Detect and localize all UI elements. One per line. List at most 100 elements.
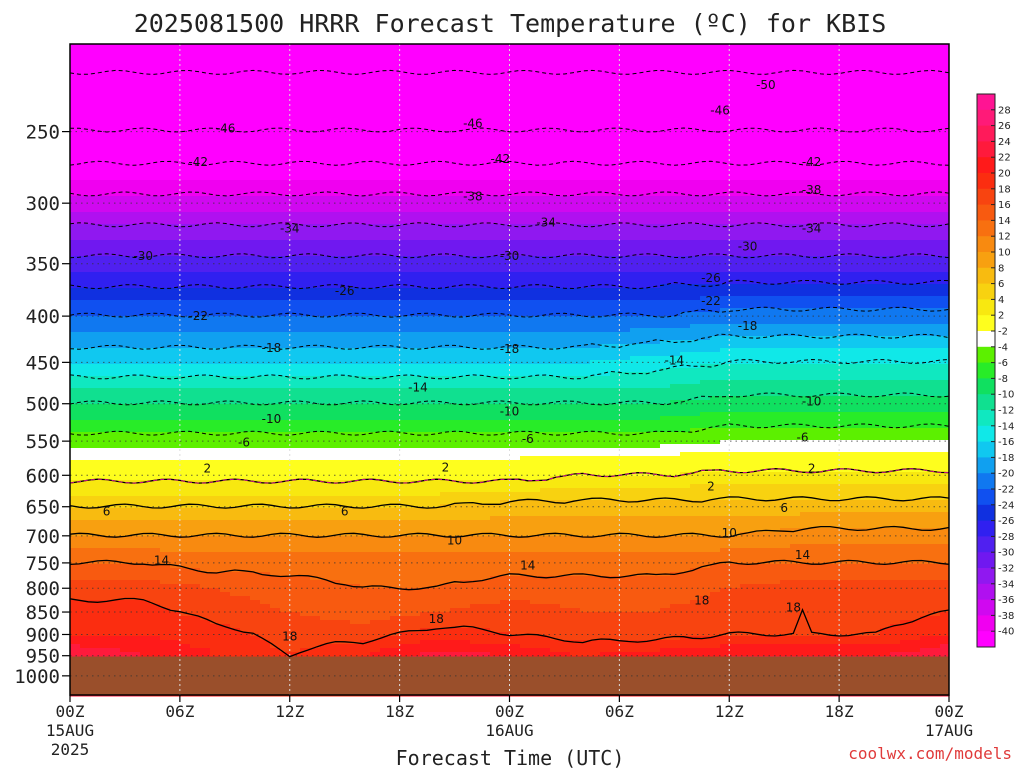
field-cell — [330, 452, 341, 457]
field-cell — [310, 320, 321, 325]
field-cell — [190, 104, 201, 109]
field-cell — [100, 444, 111, 449]
field-cell — [90, 468, 101, 473]
field-cell — [120, 512, 131, 517]
field-cell — [280, 136, 291, 141]
field-cell — [280, 44, 291, 49]
field-cell — [330, 280, 341, 285]
field-cell — [240, 128, 251, 133]
field-cell — [340, 184, 351, 189]
field-cell — [340, 456, 351, 461]
field-cell — [100, 432, 111, 437]
field-cell — [250, 556, 261, 561]
field-cell — [350, 312, 361, 317]
field-cell — [170, 584, 181, 589]
field-cell — [100, 636, 111, 641]
field-cell — [370, 348, 381, 353]
field-cell — [360, 560, 371, 565]
field-cell — [110, 128, 121, 133]
field-cell — [280, 428, 291, 433]
field-cell — [140, 356, 151, 361]
field-cell — [350, 400, 361, 405]
field-cell — [110, 620, 121, 625]
field-cell — [300, 84, 311, 89]
field-cell — [130, 364, 141, 369]
field-cell — [90, 156, 101, 161]
field-cell — [280, 552, 291, 557]
field-cell — [320, 444, 331, 449]
field-cell — [210, 356, 221, 361]
field-cell — [340, 580, 351, 585]
field-cell — [260, 312, 271, 317]
field-cell — [370, 284, 381, 289]
field-cell — [310, 144, 321, 149]
field-cell — [320, 588, 331, 593]
field-cell — [230, 196, 241, 201]
field-cell — [350, 460, 361, 465]
field-cell — [190, 620, 201, 625]
field-cell — [210, 496, 221, 501]
field-cell — [330, 392, 341, 397]
field-cell — [100, 552, 111, 557]
field-cell — [210, 436, 221, 441]
field-cell — [350, 112, 361, 117]
field-cell — [310, 100, 321, 105]
field-cell — [320, 120, 331, 125]
field-cell — [320, 280, 331, 285]
field-cell — [120, 152, 131, 157]
field-cell — [330, 124, 341, 129]
field-cell — [110, 528, 121, 533]
field-cell — [290, 260, 301, 265]
field-cell — [90, 140, 101, 145]
field-cell — [260, 412, 271, 417]
field-cell — [230, 576, 241, 581]
field-cell — [70, 392, 81, 397]
field-cell — [230, 252, 241, 257]
field-cell — [250, 576, 261, 581]
field-cell — [220, 260, 231, 265]
field-cell — [180, 136, 191, 141]
field-cell — [210, 464, 221, 469]
field-cell — [320, 408, 331, 413]
field-cell — [70, 284, 81, 289]
field-cell — [140, 592, 151, 597]
field-cell — [130, 496, 141, 501]
field-cell — [360, 552, 371, 557]
field-cell — [210, 532, 221, 537]
field-cell — [320, 448, 331, 453]
field-cell — [230, 652, 241, 657]
field-cell — [290, 276, 301, 281]
field-cell — [290, 632, 301, 637]
field-cell — [330, 72, 341, 77]
field-cell — [340, 216, 351, 221]
field-cell — [140, 384, 151, 389]
field-cell — [350, 372, 361, 377]
field-cell — [170, 184, 181, 189]
field-cell — [340, 472, 351, 477]
field-cell — [360, 388, 371, 393]
field-cell — [220, 244, 231, 249]
field-cell — [250, 92, 261, 97]
field-cell — [350, 308, 361, 313]
field-cell — [250, 416, 261, 421]
field-cell — [160, 424, 171, 429]
field-cell — [280, 76, 291, 81]
field-cell — [300, 168, 311, 173]
field-cell — [220, 364, 231, 369]
field-cell — [180, 236, 191, 241]
field-cell — [340, 124, 351, 129]
field-cell — [160, 612, 171, 617]
field-cell — [90, 392, 101, 397]
field-cell — [240, 140, 251, 145]
field-cell — [360, 116, 371, 121]
field-cell — [190, 160, 201, 165]
field-cell — [280, 172, 291, 177]
field-cell — [310, 512, 321, 517]
field-cell — [320, 640, 331, 645]
field-cell — [90, 404, 101, 409]
field-cell — [180, 320, 191, 325]
field-cell — [130, 476, 141, 481]
field-cell — [280, 288, 291, 293]
field-cell — [220, 44, 231, 49]
field-cell — [70, 428, 81, 433]
